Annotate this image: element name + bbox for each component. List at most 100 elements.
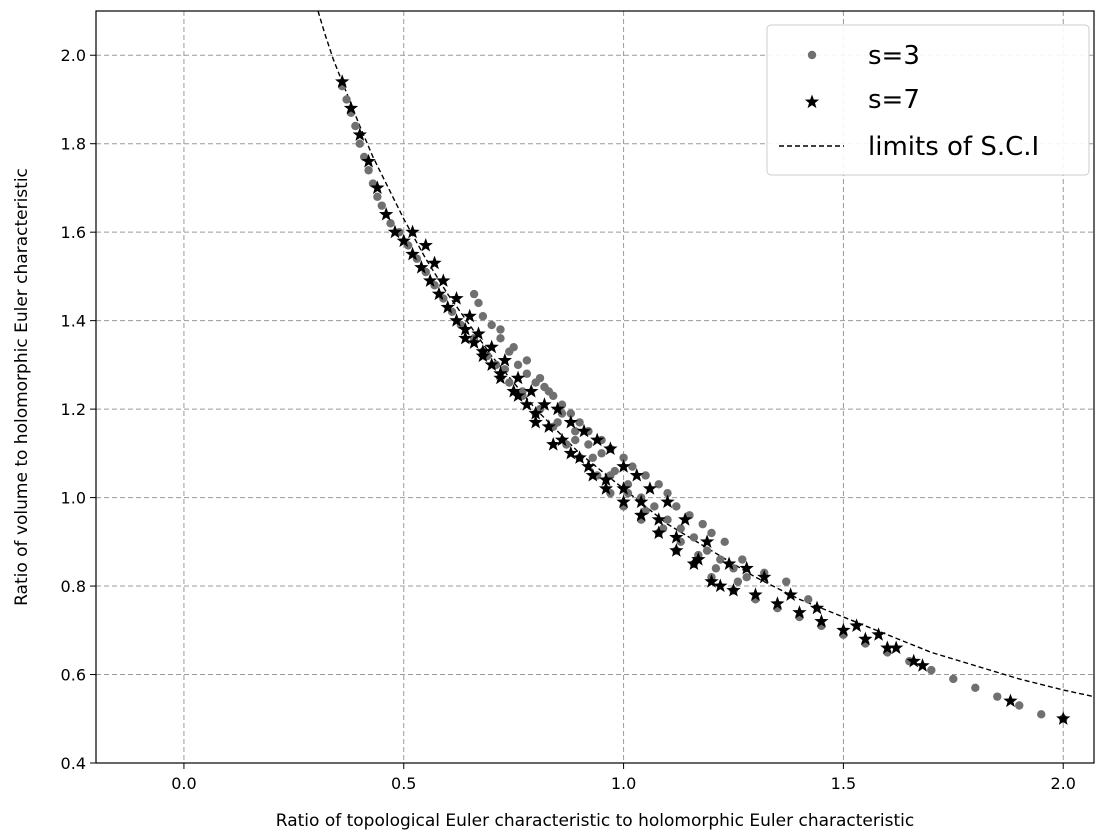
- s7-point: [414, 260, 429, 274]
- s7-point: [814, 613, 829, 628]
- s3-point: [720, 537, 729, 547]
- s7-point: [704, 574, 719, 588]
- s3-point: [650, 502, 659, 511]
- s7-point: [449, 291, 464, 305]
- s7-point: [484, 339, 499, 354]
- s3-point: [377, 201, 386, 210]
- legend-s7-label: s=7: [868, 85, 920, 115]
- s7-point: [510, 370, 526, 385]
- s7-point: [510, 388, 526, 402]
- s7-point: [405, 246, 420, 261]
- s7-point: [405, 224, 420, 239]
- s7-point: [427, 255, 442, 270]
- y-tick-label: 1.0: [61, 489, 86, 508]
- x-axis-label: Ratio of topological Euler characteristi…: [276, 811, 914, 831]
- s7-point: [572, 450, 587, 464]
- s7-point: [713, 578, 728, 593]
- s7-point: [335, 74, 350, 88]
- x-tick-label: 1.0: [611, 774, 636, 793]
- legend-s7-marker: [804, 94, 820, 109]
- s7-point: [466, 335, 482, 349]
- s7-point: [458, 321, 473, 336]
- s3-point: [469, 289, 479, 299]
- s7-point: [370, 180, 385, 195]
- s7-point: [449, 313, 464, 327]
- legend-s3-label: s=3: [868, 41, 920, 71]
- y-tick-label: 0.4: [61, 754, 86, 773]
- s7-point: [418, 237, 433, 252]
- s7-point: [440, 299, 455, 314]
- s7-point: [726, 582, 741, 597]
- legend-s3-marker: [807, 50, 817, 60]
- s7-point: [343, 100, 359, 115]
- s7-point: [576, 423, 592, 438]
- s3-point: [571, 427, 580, 436]
- s3-point: [566, 409, 576, 418]
- s7-point: [691, 552, 706, 566]
- x-tick-label: 0.5: [391, 774, 416, 793]
- s7-point: [629, 467, 644, 482]
- s3-point: [496, 334, 505, 343]
- s7-point: [871, 627, 886, 641]
- y-tick-label: 0.8: [61, 577, 86, 596]
- s3-point: [804, 595, 813, 604]
- s7-point: [889, 640, 904, 655]
- s3-point: [355, 139, 364, 148]
- s3-point: [584, 440, 593, 449]
- s7-point: [880, 640, 895, 655]
- s3-point: [351, 121, 360, 131]
- s7-point: [585, 467, 600, 482]
- s7-point: [660, 494, 675, 509]
- s7-point: [462, 308, 477, 323]
- s7-point: [699, 534, 715, 548]
- s7-point: [506, 383, 521, 398]
- s3-point: [689, 533, 699, 542]
- s3-point: [1015, 701, 1024, 710]
- s7-point: [546, 437, 561, 451]
- s7-point: [616, 494, 631, 509]
- s7-point: [493, 366, 508, 380]
- s7-point: [906, 653, 921, 668]
- s3-point: [676, 524, 685, 533]
- legend-curve-label: limits of S.C.I: [868, 132, 1039, 162]
- s7-point: [669, 529, 684, 544]
- s3-point: [474, 298, 483, 308]
- points-layer: [335, 74, 1071, 725]
- s3-point: [663, 488, 672, 498]
- s7-point: [642, 481, 658, 495]
- s3-point: [619, 453, 628, 462]
- s7-point: [598, 481, 614, 495]
- grid: [96, 11, 1094, 763]
- s7-point: [379, 206, 394, 221]
- s7-point: [471, 326, 486, 340]
- s7-point: [436, 273, 451, 287]
- s7-point: [563, 445, 578, 460]
- s7-point: [783, 587, 798, 601]
- s3-point: [927, 665, 936, 675]
- y-tick-label: 1.8: [61, 135, 86, 154]
- s3-point: [698, 519, 707, 529]
- s7-point: [458, 330, 473, 345]
- s7-point: [739, 560, 754, 575]
- s7-point: [616, 459, 631, 473]
- s7-point: [836, 622, 851, 637]
- s3-point: [628, 462, 637, 471]
- s3-point: [672, 502, 681, 511]
- s7-point: [634, 494, 649, 509]
- s7-point: [748, 587, 763, 601]
- s7-point: [563, 414, 578, 429]
- s3-point: [782, 577, 791, 586]
- s3-point: [711, 564, 721, 573]
- s3-point: [487, 320, 496, 330]
- y-tick-label: 1.6: [61, 223, 86, 242]
- s7-point: [524, 383, 539, 398]
- s7-point: [669, 543, 684, 557]
- y-tick-label: 1.2: [61, 400, 86, 419]
- s7-point: [849, 618, 864, 632]
- s3-point: [575, 418, 584, 427]
- s3-point: [971, 683, 980, 692]
- s7-point: [677, 512, 693, 526]
- s7-point: [361, 153, 376, 168]
- sci-limit-curve-layer: [317, 10, 1095, 698]
- y-tick-label: 0.6: [61, 666, 86, 685]
